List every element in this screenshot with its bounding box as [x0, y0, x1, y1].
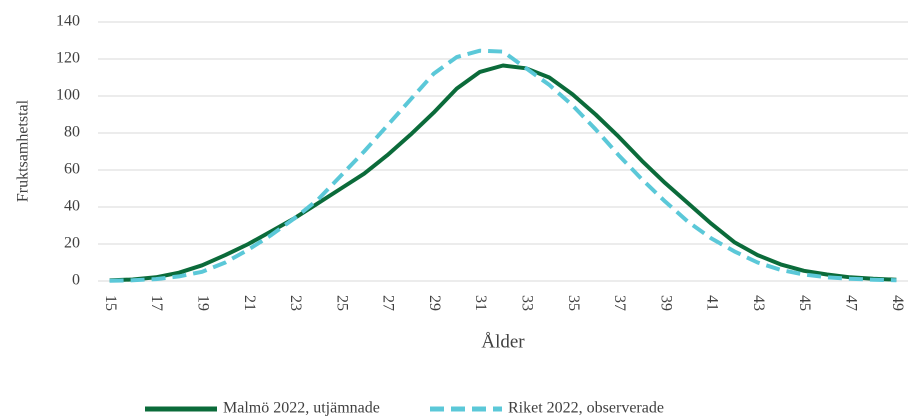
legend-label: Riket 2022, observerade: [508, 400, 664, 417]
x-tick-label: 37: [611, 295, 628, 311]
x-tick-label: 21: [241, 295, 258, 311]
y-tick-label: 0: [72, 272, 80, 289]
x-tick-label: 15: [102, 295, 119, 311]
x-tick-label: 17: [148, 295, 165, 311]
x-tick-label: 33: [518, 295, 535, 311]
y-tick-label: 120: [56, 50, 80, 67]
y-tick-label: 80: [64, 124, 80, 141]
line-series: [109, 63, 897, 283]
x-tick-label: 43: [750, 295, 767, 311]
x-axis-label: Ålder: [481, 331, 525, 352]
x-tick-label: 49: [889, 295, 906, 311]
x-tick-label: 39: [657, 295, 674, 311]
y-tick-label: 40: [64, 198, 80, 215]
x-tick-label: 45: [796, 295, 813, 311]
x-tick-label: 19: [194, 295, 211, 311]
y-tick-label: 100: [56, 87, 80, 104]
x-tick-label: 23: [287, 295, 304, 311]
x-tick-label: 35: [565, 295, 582, 311]
x-tick-label: 31: [472, 295, 489, 311]
legend-label: Malmö 2022, utjämnade: [223, 400, 380, 417]
x-tick-label: 27: [380, 295, 397, 311]
y-axis-label: Fruktsamhetstal: [15, 99, 32, 202]
y-tick-label: 20: [64, 235, 80, 252]
y-tick-label: 60: [64, 161, 80, 178]
x-tick-label: 47: [842, 295, 859, 311]
x-tick-label: 41: [704, 295, 721, 311]
x-tick-label: 29: [426, 295, 443, 311]
line-series: [109, 48, 897, 283]
x-tick-label: 25: [333, 295, 350, 311]
y-tick-label: 140: [56, 13, 80, 30]
